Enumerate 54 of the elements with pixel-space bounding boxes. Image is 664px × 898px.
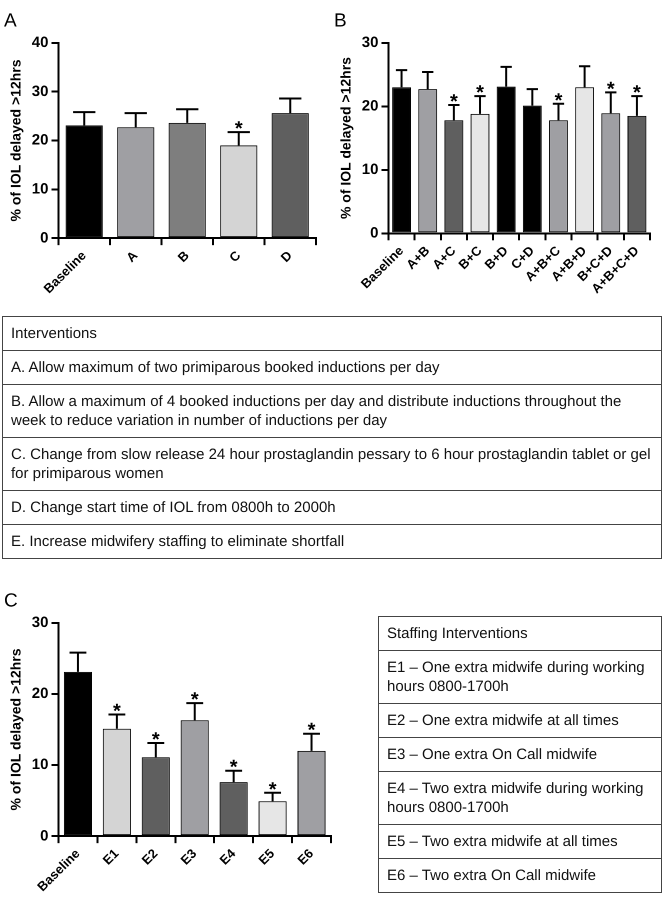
text: D. Change start time of IOL from 0800h to 2000h [3,491,661,525]
y-tick-label: 0 [370,224,378,242]
text: E6 – Two extra On Call midwife [386,866,597,886]
y-tick-label: 10 [362,160,378,178]
text: C. Change from slow release 24 hour prostaglandin pessary to 6 hour prostaglandin tablet or gel for primiparous women [3,438,661,491]
annotation: * [190,689,199,712]
y-tick-label: 40 [32,34,48,51]
text: E4 – Two extra midwife during working hours 0800-1700h [379,772,661,825]
y-axis-title: % of IOL delayed >12hrs [337,56,354,220]
y-tick-label: 20 [362,97,378,114]
text: E3 – One extra On Call midwife [379,738,661,772]
x-tick-label: E1 [100,846,122,868]
text: E. Increase midwifery staffing to eliminate shortfall [10,532,346,552]
text: Staffing Interventions [379,617,661,651]
y-tick-label: 20 [32,685,48,702]
x-tick-label: B [174,248,192,265]
annotation: * [554,90,563,112]
y-tick-label: 30 [362,34,378,51]
y-tick-label: 10 [32,180,48,198]
x-tick-label: A [123,247,141,265]
chart-title: B [334,10,347,32]
x-tick-label: D [278,248,295,265]
text: E2 – One extra midwife at all times [379,704,661,738]
annotation: * [606,78,615,100]
annotation: * [308,720,316,742]
x-tick-label: E6 [294,846,316,868]
x-tick-label: E4 [216,845,239,868]
x-tick-label: E5 [255,846,278,868]
chart-title: A [4,10,17,32]
annotation: * [234,118,243,140]
text: E5 – Two extra midwife at all times [379,825,661,859]
y-tick-label: 30 [32,82,48,100]
y-axis-title: % of IOL delayed >12hrs [7,59,24,222]
chart-title: C [4,590,18,612]
annotation: * [152,728,160,751]
x-tick-label: C [226,247,244,265]
y-tick-label: 10 [32,756,48,774]
annotation: * [268,778,277,801]
text: A. Allow maximum of two primiparous booked inductions per day [3,351,661,385]
text: Interventions [3,317,661,351]
y-axis-title: % of IOL delayed >12hrs [7,648,24,810]
x-tick-label: E2 [138,846,160,868]
annotation: * [230,756,238,779]
annotation: * [633,82,642,104]
annotation: * [450,91,458,114]
y-tick-label: 30 [32,614,48,631]
annotation: * [476,82,484,104]
y-tick-label: 20 [32,132,48,149]
text: E1 – One extra midwife during working hours 0800-1700h [379,651,661,704]
text: B. Allow a maximum of 4 booked inductions per day and distribute inductions throughout the week to reduce variation in number of inductions per day [3,385,661,438]
y-tick-label: 0 [40,229,48,246]
y-tick-label: 0 [40,827,48,844]
x-tick-label: E3 [178,846,200,868]
annotation: * [112,700,121,723]
